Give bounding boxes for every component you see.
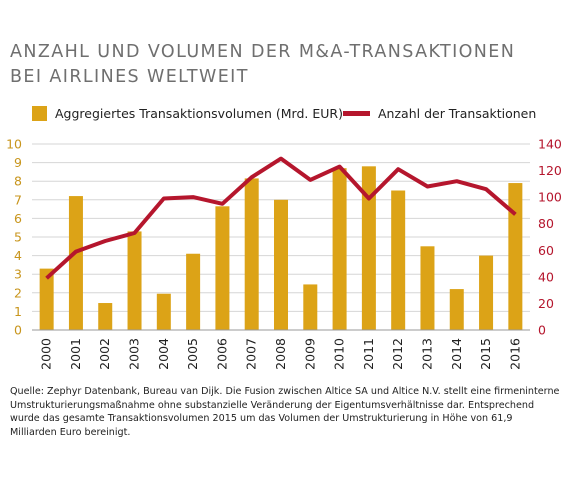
volume-bar	[244, 178, 259, 330]
volume-bar	[186, 253, 201, 330]
y-left-tick-label: 1	[14, 304, 22, 319]
volume-bar	[156, 293, 171, 330]
y-left-tick-label: 8	[14, 174, 22, 189]
x-tick-label: 2014	[449, 338, 464, 370]
x-tick-label: 2008	[273, 338, 288, 370]
volume-bar	[39, 268, 54, 330]
x-tick-label: 2012	[390, 338, 405, 370]
chart-title-line1: ANZAHL UND VOLUMEN DER M&A-TRANSAKTIONEN	[10, 42, 516, 62]
x-tick-label: 2016	[507, 338, 522, 370]
x-tick-label: 2005	[185, 338, 200, 370]
volume-bar	[215, 206, 230, 330]
y-left-tick-label: 2	[14, 285, 22, 300]
volume-bar	[361, 166, 376, 330]
y-right-tick-label: 0	[538, 323, 546, 338]
volume-bar	[391, 190, 406, 330]
legend-line-swatch	[343, 111, 370, 116]
volume-bar	[479, 255, 494, 330]
y-right-tick-label: 40	[538, 269, 554, 284]
volume-bar	[508, 183, 523, 330]
x-tick-label: 2007	[244, 338, 259, 370]
legend-item-count: Anzahl der Transaktionen	[343, 106, 536, 121]
volume-bar	[449, 289, 464, 330]
y-right-tick-label: 60	[538, 243, 554, 258]
y-right-tick-label: 80	[538, 216, 554, 231]
source-note: Quelle: Zephyr Datenbank, Bureau van Dij…	[10, 386, 560, 438]
legend-item-volume: Aggregiertes Transaktionsvolumen (Mrd. E…	[32, 106, 343, 121]
y-left-tick-label: 3	[14, 267, 22, 282]
chart-title: ANZAHL UND VOLUMEN DER M&A-TRANSAKTIONEN…	[10, 40, 515, 90]
volume-bar	[127, 231, 142, 330]
y-left-tick-label: 0	[14, 323, 22, 338]
x-tick-label: 2011	[361, 338, 376, 370]
volume-bar	[332, 168, 347, 330]
x-tick-label: 2002	[97, 338, 112, 370]
x-tick-label: 2006	[214, 338, 229, 370]
y-right-tick-label: 100	[538, 190, 562, 205]
x-tick-label: 2000	[39, 338, 54, 370]
volume-bar	[98, 303, 113, 330]
x-tick-label: 2004	[156, 338, 171, 370]
volume-bar	[274, 199, 288, 330]
y-left-tick-label: 5	[14, 230, 22, 245]
x-tick-label: 2009	[302, 338, 317, 370]
y-left-tick-label: 7	[14, 192, 22, 207]
x-tick-label: 2010	[332, 338, 347, 370]
x-tick-label: 2003	[127, 338, 142, 370]
legend-label-volume: Aggregiertes Transaktionsvolumen (Mrd. E…	[55, 106, 343, 121]
volume-bar	[420, 246, 435, 330]
y-right-tick-label: 140	[538, 137, 562, 152]
y-right-tick-label: 120	[538, 163, 562, 178]
x-tick-label: 2013	[419, 338, 434, 370]
legend-bar-swatch	[32, 106, 47, 121]
chart-title-line2: BEI AIRLINES WELTWEIT	[10, 67, 249, 87]
volume-bar	[68, 196, 83, 330]
y-left-tick-label: 9	[14, 155, 22, 170]
y-left-tick-label: 6	[14, 211, 22, 226]
x-tick-label: 2001	[68, 338, 83, 370]
chart-legend: Aggregiertes Transaktionsvolumen (Mrd. E…	[10, 106, 565, 126]
y-left-tick-label: 4	[14, 248, 22, 263]
y-left-tick-label: 10	[6, 137, 22, 152]
y-right-tick-label: 20	[538, 296, 554, 311]
x-tick-label: 2015	[478, 338, 493, 370]
volume-bar	[303, 284, 318, 330]
legend-label-count: Anzahl der Transaktionen	[378, 106, 537, 121]
